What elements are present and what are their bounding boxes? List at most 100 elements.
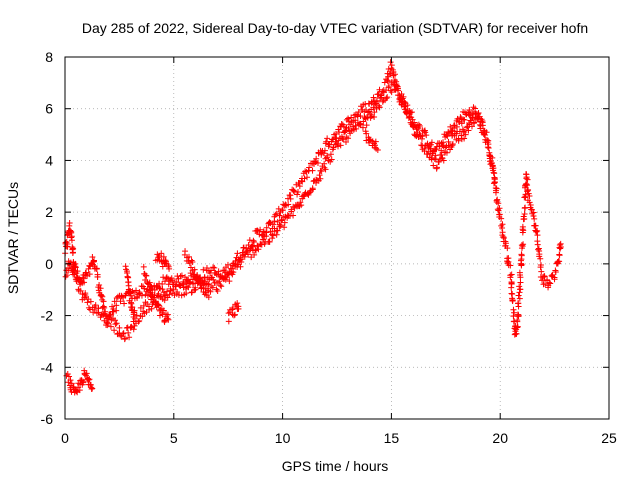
data-point: [508, 271, 515, 278]
data-point: [363, 122, 370, 129]
data-point: [193, 274, 200, 281]
data-point: [472, 105, 479, 112]
data-point: [357, 120, 364, 127]
data-point: [117, 298, 124, 305]
plot-frame: [64, 56, 610, 420]
data-point: [101, 304, 108, 311]
data-point: [475, 109, 482, 116]
data-point: [263, 224, 270, 231]
data-point: [352, 122, 359, 129]
data-point: [177, 273, 184, 280]
y-tick-label: -2: [41, 308, 54, 324]
data-point: [167, 285, 174, 292]
data-point: [363, 130, 370, 137]
data-point: [67, 259, 74, 266]
data-point: [218, 283, 225, 290]
data-point: [513, 330, 520, 337]
data-point: [274, 227, 281, 234]
data-point: [363, 114, 370, 121]
data-point: [435, 158, 442, 165]
data-point: [90, 259, 97, 266]
data-point: [74, 268, 81, 275]
data-point: [408, 114, 415, 121]
data-point: [155, 302, 162, 309]
data-point: [417, 132, 424, 139]
data-point: [387, 70, 394, 77]
data-point: [71, 271, 78, 278]
data-point: [230, 312, 237, 319]
data-point: [278, 217, 285, 224]
data-point: [99, 293, 106, 300]
data-point: [68, 264, 75, 271]
y-tick-label: -6: [41, 411, 54, 427]
data-point: [522, 171, 529, 178]
data-point: [74, 276, 81, 283]
data-point: [226, 278, 233, 285]
data-point: [87, 298, 94, 305]
data-point: [335, 126, 342, 133]
data-point: [556, 252, 563, 259]
data-point: [98, 292, 105, 299]
data-point: [520, 241, 527, 248]
data-point: [316, 172, 323, 179]
data-point: [496, 211, 503, 218]
data-point: [302, 168, 309, 175]
data-point: [68, 380, 75, 387]
data-point: [105, 320, 112, 327]
data-point: [210, 264, 217, 271]
data-point: [151, 292, 158, 299]
data-point: [515, 312, 522, 319]
data-point: [200, 266, 207, 273]
data-point: [492, 184, 499, 191]
data-point: [318, 168, 325, 175]
data-point: [116, 324, 123, 331]
data-point: [523, 180, 530, 187]
data-point: [263, 233, 270, 240]
data-point: [257, 226, 264, 233]
data-point: [517, 257, 524, 264]
data-point: [440, 157, 447, 164]
data-point: [296, 183, 303, 190]
data-point: [534, 241, 541, 248]
data-point: [68, 388, 75, 395]
data-point: [489, 162, 496, 169]
data-point: [210, 276, 217, 283]
data-point: [403, 110, 410, 117]
data-point: [541, 273, 548, 280]
data-point: [279, 207, 286, 214]
data-point: [230, 269, 237, 276]
data-point: [172, 283, 179, 290]
data-point: [519, 223, 526, 230]
data-point: [486, 149, 493, 156]
data-point: [537, 261, 544, 268]
data-point: [526, 199, 533, 206]
data-point: [270, 232, 277, 239]
data-point: [526, 192, 533, 199]
data-point: [97, 285, 104, 292]
data-point: [455, 137, 462, 144]
data-point: [73, 388, 80, 395]
data-point: [534, 232, 541, 239]
data-point: [442, 144, 449, 151]
data-point: [449, 140, 456, 147]
data-point: [408, 109, 415, 116]
data-point: [428, 139, 435, 146]
data-point: [133, 312, 140, 319]
data-point: [85, 376, 92, 383]
data-point: [248, 243, 255, 250]
data-point: [379, 88, 386, 95]
data-point: [154, 301, 161, 308]
data-point: [68, 234, 75, 241]
data-point: [483, 136, 490, 143]
data-point: [392, 71, 399, 78]
data-point: [313, 155, 320, 162]
data-point: [410, 124, 417, 131]
data-point: [238, 259, 245, 266]
data-point: [547, 280, 554, 287]
data-point: [474, 116, 481, 123]
data-point: [387, 87, 394, 94]
data-point: [504, 245, 511, 252]
data-point: [322, 166, 329, 173]
data-point: [496, 205, 503, 212]
data-point: [326, 141, 333, 148]
